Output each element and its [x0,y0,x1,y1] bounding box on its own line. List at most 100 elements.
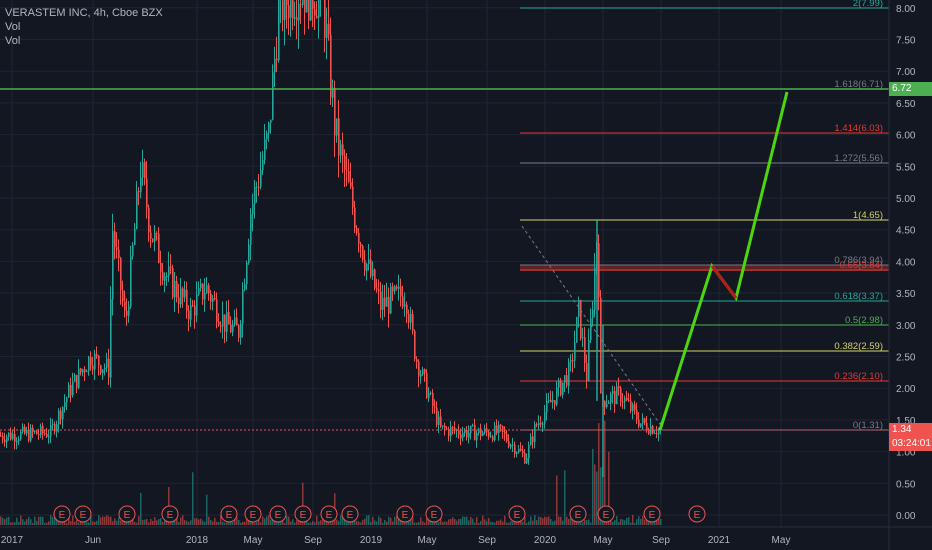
candle-body [46,433,48,438]
volume-bar [310,522,312,525]
candle-body [124,301,126,311]
trend-dashed-line[interactable] [521,225,663,428]
volume-bar [486,521,488,525]
candle-body [512,444,514,446]
candle-body [576,317,578,343]
volume-bar [36,521,38,525]
earnings-marker[interactable]: E [294,505,312,523]
candle-body [8,432,10,437]
volume-bar [376,521,378,525]
candle-body [544,412,546,424]
volume-bar [152,520,154,525]
volume-bar [28,516,30,525]
fib-level-label: 0.5(2.98) [845,315,883,326]
candle-body [56,424,58,432]
fib-level-label: 1(4.65) [853,210,883,221]
symbol-title[interactable]: VERASTEM INC, 4h, Cboe BZX [5,7,163,19]
candle-body [154,233,156,242]
candle-body [144,162,146,179]
candle-body [598,243,600,298]
volume-bar [14,522,16,525]
volume-bar [16,517,18,525]
earnings-marker[interactable]: E [320,505,338,523]
candle-body [0,435,2,437]
earnings-letter: E [167,510,174,521]
candle-body [556,387,558,405]
volume-bar [596,471,598,525]
candle-body [600,297,602,394]
earnings-marker[interactable]: E [244,505,262,523]
time-axis[interactable]: 2017 Jun 2018 May Sep 2019 May Sep 2020 May Sep 202… [0,526,932,546]
candle-body [64,402,66,408]
candle-body [466,429,468,438]
candle-body [562,382,564,395]
y-tick-label: 1.00 [896,448,916,459]
candle-body [146,178,148,208]
earnings-marker[interactable]: E [220,505,238,523]
candle-body [376,288,378,290]
candle-body [412,314,414,331]
volume-bar [260,522,262,525]
volume-bar [234,516,236,525]
candle-body [220,325,222,327]
earnings-marker[interactable]: E [118,505,136,523]
volume-bar [392,521,394,525]
volume-bar [76,519,78,525]
earnings-marker[interactable]: E [341,505,359,523]
candle-body [224,314,226,332]
x-tick-label: Sep [478,535,496,546]
earnings-marker[interactable]: E [597,505,615,523]
volume-bar [370,521,372,525]
price-candles [0,0,662,477]
volume-bar [398,515,400,525]
candle-body [458,430,460,435]
volume-label-1[interactable]: Vol [5,21,21,33]
candle-body [546,400,548,413]
candle-body [304,0,306,13]
earnings-marker[interactable]: E [425,505,443,523]
earnings-marker[interactable]: E [53,505,71,523]
y-tick-label: 4.50 [896,226,916,237]
price-axis[interactable]: 8.00 7.50 7.00 6.50 6.00 5.50 5.00 4.50 4.00 3.50… [888,0,916,550]
x-tick-label: Jun [85,535,101,546]
volume-bar [598,423,600,525]
volume-bar [572,519,574,525]
earnings-marker[interactable]: E [161,505,179,523]
earnings-marker[interactable]: E [688,505,706,523]
x-tick-label: 2021 [708,535,731,546]
earnings-letter: E [347,510,354,521]
candle-body [496,425,498,433]
candle-body [410,314,412,323]
earnings-marker[interactable]: E [643,505,661,523]
volume-bar [174,520,176,525]
candle-body [58,410,60,425]
earnings-marker[interactable]: E [74,505,92,523]
earnings-marker[interactable]: E [508,505,526,523]
volume-bar [126,520,128,525]
earnings-circle [320,505,338,523]
volume-bar [552,521,554,525]
volume-bar [332,518,334,525]
volume-bar [320,520,322,525]
candle-body [386,296,388,307]
earnings-marker[interactable]: E [396,505,414,523]
candle-body [608,402,610,404]
volume-bar [114,518,116,525]
volume-bar [104,516,106,525]
volume-bar [294,522,296,525]
fib-level-label: 0(1.31) [853,420,883,431]
earnings-marker[interactable]: E [569,505,587,523]
volume-bar [50,515,52,525]
candle-body [436,407,438,425]
candle-body [342,144,344,156]
candle-body [50,425,52,437]
volume-bar [446,521,448,525]
earnings-marker[interactable]: E [269,505,287,523]
candle-body [358,232,360,244]
volume-bar [390,517,392,525]
candle-body [552,400,554,403]
volume-label-2[interactable]: Vol [5,35,21,47]
